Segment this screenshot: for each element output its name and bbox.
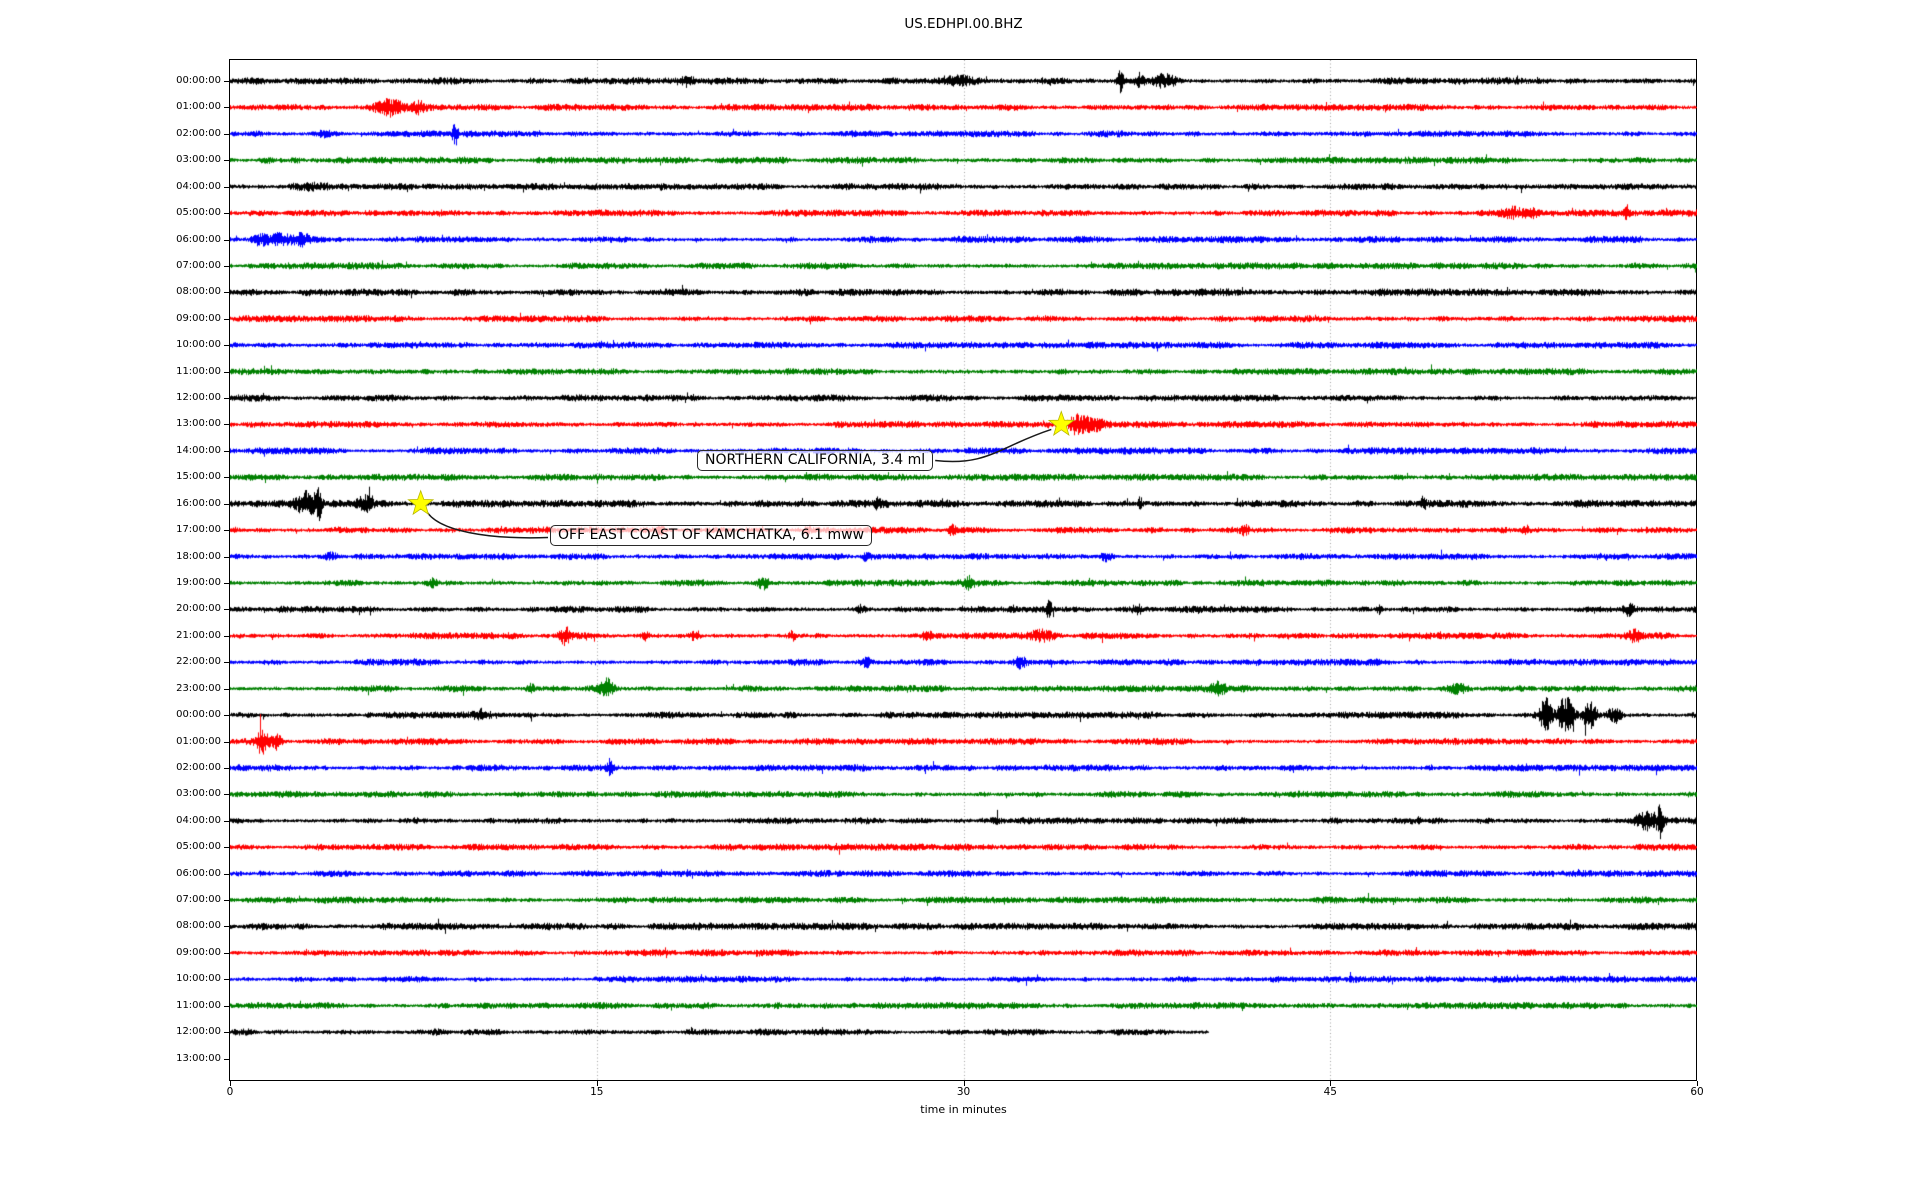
x-tick-label: 45: [1323, 1086, 1337, 1098]
y-tick-label: 01:00:00: [176, 101, 221, 113]
y-tick-mark: [224, 847, 229, 849]
trace-canvas: [230, 60, 1697, 1080]
y-tick-label: 06:00:00: [176, 233, 221, 245]
y-tick-mark: [224, 609, 229, 611]
y-tick-mark: [224, 345, 229, 347]
y-tick-mark: [224, 741, 229, 743]
y-tick-label: 12:00:00: [176, 392, 221, 404]
y-tick-label: 05:00:00: [176, 207, 221, 219]
y-tick-label: 10:00:00: [176, 339, 221, 351]
y-tick-mark: [224, 556, 229, 558]
y-tick-label: 17:00:00: [176, 524, 221, 536]
y-tick-label: 09:00:00: [176, 312, 221, 324]
x-tick-mark: [230, 1081, 231, 1086]
y-tick-label: 14:00:00: [176, 444, 221, 456]
y-tick-mark: [224, 318, 229, 320]
y-tick-label: 08:00:00: [176, 920, 221, 932]
y-tick-label: 15:00:00: [176, 471, 221, 483]
y-tick-label: 04:00:00: [176, 814, 221, 826]
y-tick-mark: [224, 477, 229, 479]
y-tick-label: 05:00:00: [176, 841, 221, 853]
y-tick-mark: [224, 688, 229, 690]
y-tick-mark: [224, 979, 229, 981]
y-tick-mark: [224, 186, 229, 188]
x-tick-label: 30: [956, 1086, 971, 1098]
y-tick-mark: [224, 1058, 229, 1060]
x-tick-label: 0: [226, 1086, 234, 1098]
y-tick-label: 11:00:00: [176, 999, 221, 1011]
y-tick-label: 02:00:00: [176, 127, 221, 139]
event-label-kamchatka: OFF EAST COAST OF KAMCHATKA, 6.1 mww: [550, 525, 873, 546]
y-tick-label: 20:00:00: [176, 603, 221, 615]
y-tick-mark: [224, 715, 229, 717]
y-tick-label: 03:00:00: [176, 788, 221, 800]
y-tick-mark: [224, 1005, 229, 1007]
y-tick-label: 04:00:00: [176, 180, 221, 192]
x-tick-label: 15: [590, 1086, 604, 1098]
y-tick-mark: [224, 424, 229, 426]
y-tick-label: 08:00:00: [176, 286, 221, 298]
y-tick-mark: [224, 794, 229, 796]
x-axis-label: time in minutes: [920, 1103, 1007, 1116]
x-tick-mark: [1330, 1081, 1332, 1086]
y-tick-label: 16:00:00: [176, 497, 221, 509]
y-tick-label: 00:00:00: [176, 709, 221, 721]
y-tick-label: 09:00:00: [176, 946, 221, 958]
y-tick-mark: [224, 371, 229, 373]
page-title: US.EDHPI.00.BHZ: [904, 16, 1023, 32]
y-tick-mark: [224, 582, 229, 584]
y-tick-label: 06:00:00: [176, 867, 221, 879]
y-tick-label: 03:00:00: [176, 154, 221, 166]
y-tick-mark: [224, 133, 229, 135]
y-tick-label: 07:00:00: [176, 259, 221, 271]
y-tick-label: 00:00:00: [176, 75, 221, 86]
event-label-northern-california: NORTHERN CALIFORNIA, 3.4 ml: [697, 450, 934, 471]
y-tick-mark: [224, 1032, 229, 1034]
y-tick-mark: [224, 873, 229, 875]
y-tick-label: 13:00:00: [176, 1052, 221, 1064]
y-tick-label: 13:00:00: [176, 418, 221, 430]
y-tick-mark: [224, 239, 229, 241]
y-tick-label: 21:00:00: [176, 629, 221, 641]
y-tick-label: 11:00:00: [176, 365, 221, 377]
x-tick-mark: [963, 1081, 965, 1086]
y-tick-mark: [224, 530, 229, 532]
y-tick-label: 23:00:00: [176, 682, 221, 694]
y-tick-label: 22:00:00: [176, 656, 221, 668]
y-tick-mark: [224, 81, 229, 82]
y-tick-label: 12:00:00: [176, 1026, 221, 1038]
y-tick-mark: [224, 952, 229, 954]
y-tick-mark: [224, 820, 229, 822]
y-tick-label: 01:00:00: [176, 735, 221, 747]
y-tick-label: 10:00:00: [176, 973, 221, 985]
y-tick-label: 02:00:00: [176, 761, 221, 773]
y-tick-mark: [224, 398, 229, 400]
y-tick-mark: [224, 900, 229, 902]
y-tick-mark: [224, 107, 229, 109]
y-tick-mark: [224, 662, 229, 664]
y-tick-label: 07:00:00: [176, 894, 221, 906]
y-tick-label: 18:00:00: [176, 550, 221, 562]
y-tick-mark: [224, 450, 229, 452]
x-tick-label: 60: [1690, 1086, 1704, 1098]
y-tick-mark: [224, 292, 229, 294]
y-tick-mark: [224, 926, 229, 928]
y-tick-mark: [224, 767, 229, 769]
y-tick-mark: [224, 213, 229, 215]
y-tick-mark: [224, 635, 229, 637]
x-tick-mark: [596, 1081, 598, 1086]
y-tick-mark: [224, 503, 229, 505]
y-tick-mark: [224, 160, 229, 162]
y-tick-label: 19:00:00: [176, 576, 221, 588]
x-tick-mark: [1697, 1081, 1698, 1086]
y-tick-mark: [224, 265, 229, 267]
